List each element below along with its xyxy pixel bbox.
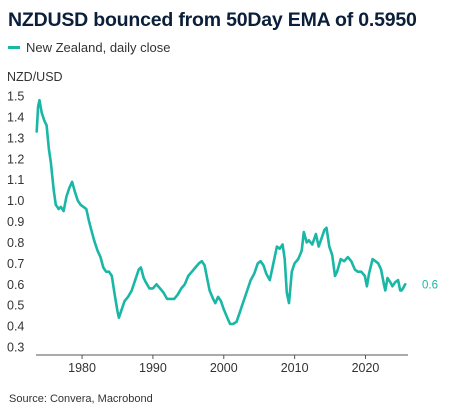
end-value-label: 0.6 — [422, 279, 438, 291]
y-tick-label: 0.5 — [7, 299, 24, 313]
x-tick-label: 2010 — [281, 361, 309, 375]
x-axis: 1980 1990 2000 2010 2020 — [36, 354, 408, 375]
chart-title: NZDUSD bounced from 50Day EMA of 0.5950 — [8, 9, 417, 31]
y-tick-label: 0.4 — [7, 320, 24, 334]
y-tick-label: 0.9 — [7, 215, 24, 229]
x-tick-label: 1990 — [139, 361, 167, 375]
y-tick-label: 1.4 — [7, 110, 24, 124]
plot-area: 0.6 — [35, 98, 438, 326]
x-tick-label: 2020 — [352, 361, 380, 375]
y-tick-label: 1.5 — [7, 90, 24, 104]
y-tick-label: 0.3 — [7, 341, 24, 355]
series-line-nzdusd — [35, 98, 407, 326]
y-tick-label: 0.7 — [7, 257, 24, 271]
y-tick-label: 1.0 — [7, 194, 24, 208]
y-tick-label: 1.2 — [7, 152, 24, 166]
legend: New Zealand, daily close — [8, 40, 171, 55]
legend-label: New Zealand, daily close — [26, 40, 171, 55]
y-tick-label: 1.3 — [7, 131, 24, 145]
y-tick-label: 0.6 — [7, 278, 24, 292]
x-tick-label: 2000 — [210, 361, 238, 375]
source-note: Source: Convera, Macrobond — [9, 393, 153, 405]
legend-swatch — [8, 46, 20, 49]
y-tick-label: 0.8 — [7, 236, 24, 250]
y-axis-ticks: 0.3 0.4 0.5 0.6 0.7 0.8 0.9 1.0 1.1 1.2 1.3 1.4 1.5 — [7, 90, 24, 355]
x-tick-label: 1980 — [68, 361, 96, 375]
y-tick-label: 1.1 — [7, 173, 24, 187]
y-axis-unit-label: NZD/USD — [7, 70, 63, 84]
